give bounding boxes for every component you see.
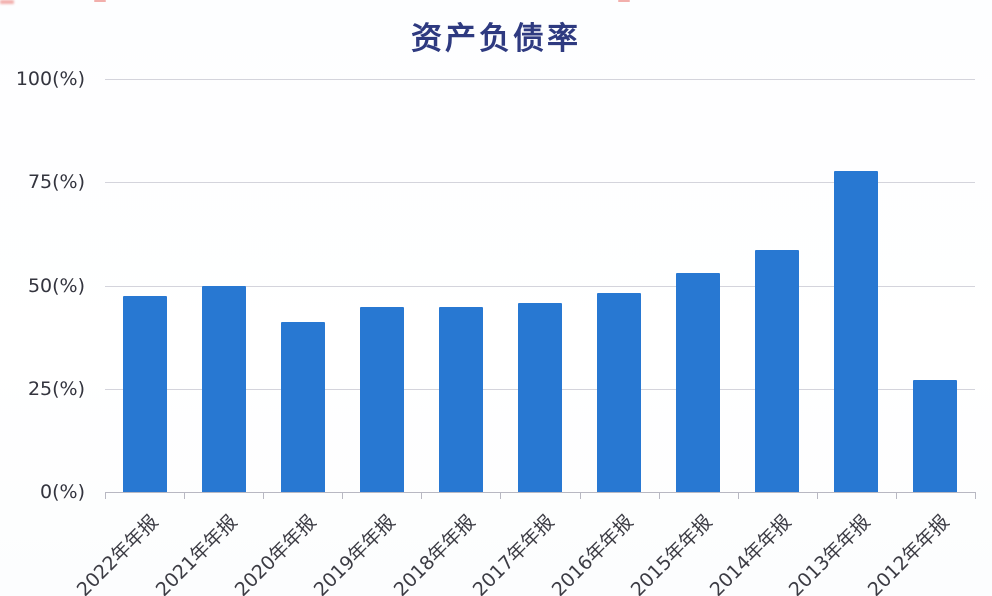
bar-2018年年报[interactable] (438, 306, 483, 492)
bar-2014年年报[interactable] (755, 249, 800, 492)
x-axis-tick (737, 492, 739, 499)
bar-2016年年报[interactable] (597, 292, 642, 492)
x-tick-label: 2012年年报 (863, 510, 954, 596)
bar-2013年年报[interactable] (834, 171, 879, 492)
x-axis-tick (105, 492, 106, 499)
x-axis-line (105, 492, 975, 493)
chart-title: 资产负债率 (411, 21, 581, 57)
bar-2020年年报[interactable] (280, 321, 325, 492)
bar-2017年年报[interactable] (518, 302, 562, 492)
x-axis-tick (895, 492, 897, 499)
screen-edge-red-mark (618, 0, 630, 2)
bar-2012年年报[interactable] (913, 380, 958, 492)
x-axis-tick (816, 492, 818, 499)
screen-edge-red-mark (0, 0, 14, 4)
y-tick-label: 50(%) (27, 274, 85, 297)
bar-2022年年报[interactable] (122, 295, 167, 492)
x-axis-tick (658, 492, 660, 499)
plot-area (105, 79, 976, 499)
x-axis-tick (342, 492, 344, 499)
y-tick-label: 0(%) (40, 481, 85, 503)
y-tick-label: 100(%) (15, 68, 85, 90)
bar-2015年年报[interactable] (676, 273, 721, 492)
gridline (105, 79, 975, 80)
x-axis-tick (263, 492, 265, 499)
x-axis-tick (975, 492, 976, 499)
gridline (105, 182, 975, 184)
bar-2021年年报[interactable] (201, 285, 246, 492)
x-axis-tick (579, 492, 581, 499)
gridline (105, 285, 975, 287)
y-tick-label: 25(%) (27, 377, 85, 400)
screen-edge-red-mark (94, 0, 106, 2)
x-axis-tick (500, 492, 502, 499)
y-tick-label: 75(%) (27, 171, 85, 194)
y-axis-labels: 100(%) 75(%) 50(%) 25(%) 0(%) (0, 68, 95, 503)
bar-2019年年报[interactable] (359, 306, 404, 492)
x-axis-tick (421, 492, 423, 499)
x-axis-tick (184, 492, 186, 499)
